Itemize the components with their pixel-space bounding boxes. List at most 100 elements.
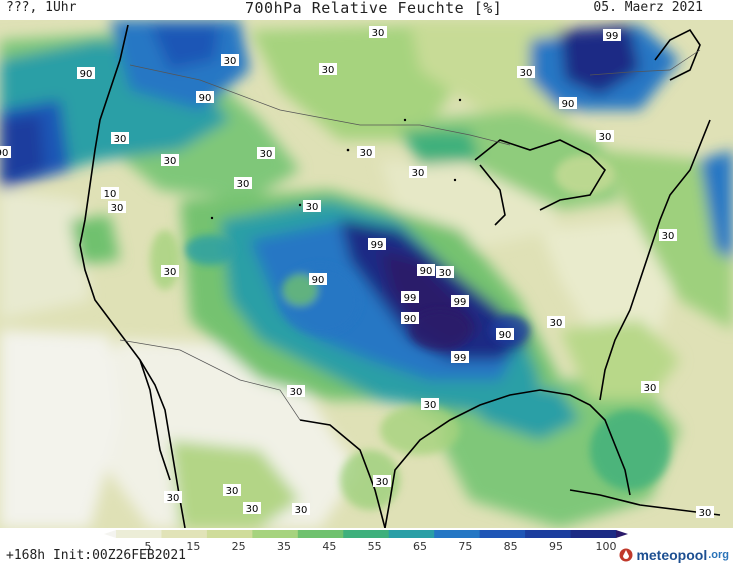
colorbar-tick-label: 5	[144, 540, 152, 553]
colorbar-segment	[434, 530, 481, 538]
contour-label-text: 30	[164, 267, 177, 278]
contour-label-text: 30	[662, 231, 675, 242]
contour-label-layer: 90 90 30 30 30 30 99 90 30 30 30 30 30 30 90 10 30 30 30 99…	[0, 26, 714, 519]
contour-label: 90	[196, 91, 214, 104]
contour-label: 90	[496, 328, 514, 341]
humidity-detail	[150, 155, 670, 510]
contour-label-text: 99	[371, 240, 384, 251]
contour-label-text: 90	[0, 148, 8, 159]
contour-label: 30	[373, 475, 391, 488]
contour-label: 90	[401, 312, 419, 325]
contour-label: 30	[517, 66, 535, 79]
colorbar-tick-label: 75	[458, 540, 473, 553]
colorbar-tick-label: 25	[231, 540, 246, 553]
contour-label: 30	[696, 506, 714, 519]
colorbar-segment	[343, 530, 390, 538]
colorbar-min-arrow	[104, 530, 116, 538]
contour-label: 90	[309, 273, 327, 286]
contour-label: 30	[357, 146, 375, 159]
contour-label-text: 30	[322, 65, 335, 76]
contour-label-text: 90	[80, 69, 93, 80]
contour-label-text: 30	[599, 132, 612, 143]
header-bar: ???, 1Uhr 700hPa Relative Feuchte [%] 05…	[0, 0, 733, 20]
contour-label-text: 10	[104, 189, 117, 200]
contour-label: 30	[287, 385, 305, 398]
brand-tld: .org	[708, 549, 729, 561]
contour-label-text: 99	[454, 297, 467, 308]
contour-label: 99	[451, 351, 469, 364]
contour-label-text: 30	[520, 68, 533, 79]
contour-label-text: 99	[606, 31, 619, 42]
forecast-run-label: +168h Init:00Z26FEB2021	[6, 548, 187, 563]
contour-label-text: 30	[699, 508, 712, 519]
contour-label: 30	[292, 503, 310, 516]
contour-label-text: 30	[424, 400, 437, 411]
contour-label-text: 90	[199, 93, 212, 104]
brand-droplet-icon	[619, 548, 633, 562]
colorbar-segment	[116, 530, 162, 538]
contour-label: 30	[161, 154, 179, 167]
colorbar-segment	[297, 530, 344, 538]
colorbar-segment	[479, 530, 526, 538]
colorbar-segment	[525, 530, 572, 538]
contour-label: 99	[368, 238, 386, 251]
contour-label: 30	[108, 201, 126, 214]
humidity-map: 90 90 30 30 30 30 99 90 30 30 30 30 30 30 90 10 30 30 30 99…	[0, 20, 733, 528]
contour-label: 90	[417, 264, 435, 277]
contour-label-text: 30	[226, 486, 239, 497]
contour-label: 90	[559, 97, 577, 110]
contour-label-text: 30	[114, 134, 127, 145]
contour-label-text: 30	[644, 383, 657, 394]
contour-label: 30	[303, 200, 321, 213]
contour-label-text: 90	[312, 275, 325, 286]
contour-label: 30	[421, 398, 439, 411]
contour-label: 30	[257, 147, 275, 160]
contour-label-text: 30	[164, 156, 177, 167]
contour-label: 30	[369, 26, 387, 39]
colorbar-tick-label: 45	[322, 540, 337, 553]
contour-label-text: 90	[499, 330, 512, 341]
contour-label-text: 30	[237, 179, 250, 190]
contour-label: 10	[101, 187, 119, 200]
contour-label-text: 30	[306, 202, 319, 213]
contour-label-text: 30	[290, 387, 303, 398]
brand-name: meteopool	[636, 547, 708, 563]
contour-label-text: 90	[562, 99, 575, 110]
colorbar-tick-label: 15	[186, 540, 201, 553]
colorbar-segment	[206, 530, 253, 538]
contour-label-text: 30	[167, 493, 180, 504]
colorbar-segment	[252, 530, 299, 538]
contour-label: 30	[596, 130, 614, 143]
contour-label: 30	[547, 316, 565, 329]
contour-label: 30	[223, 484, 241, 497]
contour-label-text: 90	[404, 314, 417, 325]
contour-label-text: 30	[260, 149, 273, 160]
contour-label: 30	[659, 229, 677, 242]
colorbar-segment	[161, 530, 208, 538]
brand-logo[interactable]: meteopool .org	[619, 547, 729, 563]
contour-label-text: 30	[360, 148, 373, 159]
contour-label: 30	[111, 132, 129, 145]
contour-label-text: 90	[420, 266, 433, 277]
colorbar-segment	[388, 530, 435, 538]
coastlines	[79, 24, 721, 528]
valid-time-label: ???, 1Uhr	[6, 0, 77, 15]
contour-label-text: 99	[454, 353, 467, 364]
contour-label: 99	[451, 295, 469, 308]
country-borders	[119, 49, 701, 421]
contour-label: 30	[221, 54, 239, 67]
contour-label-text: 30	[246, 504, 259, 515]
colorbar-segment	[570, 530, 617, 538]
contour-label: 30	[409, 166, 427, 179]
colorbar-max-arrow	[616, 530, 628, 538]
contour-label-text: 30	[111, 203, 124, 214]
contour-label: 30	[243, 502, 261, 515]
colorbar-tick-label: 95	[549, 540, 563, 553]
colorbar-tick-label: 35	[277, 540, 291, 553]
colorbar-tick-label: 100	[595, 540, 617, 553]
contour-label-text: 30	[372, 28, 385, 39]
colorbar-tick-label: 85	[503, 540, 518, 553]
contour-label-text: 30	[439, 268, 452, 279]
contour-label: 30	[436, 266, 454, 279]
contour-label: 30	[234, 177, 252, 190]
